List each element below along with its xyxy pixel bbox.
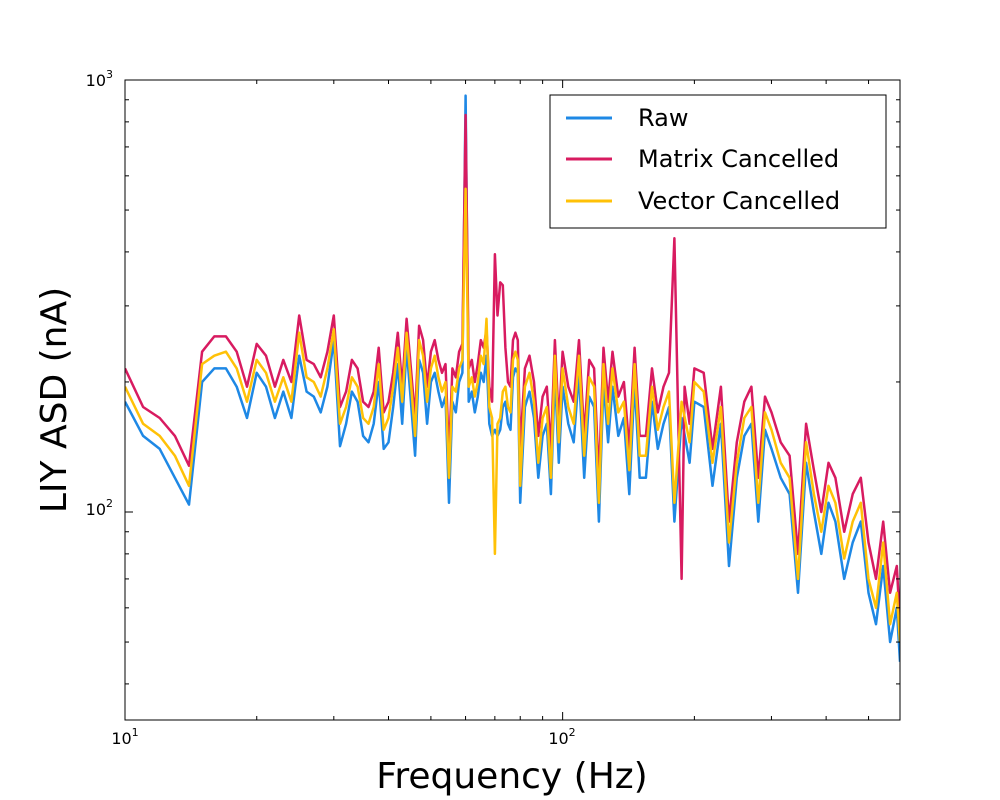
- plot-frame: [124, 79, 901, 721]
- legend: Raw Matrix Cancelled Vector Cancelled: [549, 94, 887, 229]
- y-tick-label-1e3: 103: [86, 68, 113, 90]
- y-tick-1e2-base: 10: [86, 500, 106, 519]
- series-layer: [125, 94, 900, 662]
- svg-text:102: 102: [548, 726, 575, 748]
- x-tick-1e1-base: 10: [111, 729, 131, 748]
- x-tick-1e2-exp: 2: [569, 726, 576, 739]
- x-tick-1e1-exp: 1: [132, 726, 139, 739]
- ticks-layer: [124, 79, 900, 720]
- x-axis-label: Frequency (Hz): [376, 756, 647, 797]
- y-tick-1e3-base: 10: [86, 71, 106, 90]
- legend-label-matrix-cancelled: Matrix Cancelled: [638, 145, 839, 173]
- series-line-vector-cancelled: [125, 187, 900, 643]
- series-line-raw: [125, 94, 900, 662]
- y-axis-label: LIY ASD (nA): [34, 287, 75, 513]
- y-tick-label-1e2: 102: [86, 497, 113, 519]
- legend-label-vector-cancelled: Vector Cancelled: [638, 187, 840, 215]
- legend-label-raw: Raw: [638, 104, 688, 132]
- svg-text:103: 103: [86, 68, 113, 90]
- y-tick-1e2-exp: 2: [106, 497, 113, 510]
- x-tick-1e2-base: 10: [548, 729, 568, 748]
- svg-text:102: 102: [86, 497, 113, 519]
- x-tick-label-1e2: 102: [548, 726, 575, 748]
- svg-text:101: 101: [111, 726, 138, 748]
- y-tick-1e3-exp: 3: [106, 68, 113, 81]
- x-tick-label-1e1: 101: [111, 726, 138, 748]
